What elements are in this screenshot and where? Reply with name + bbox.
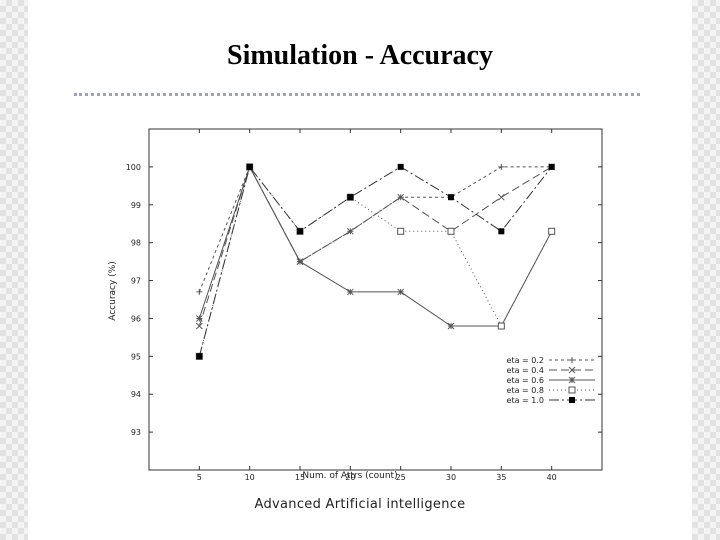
data-series [195, 163, 556, 330]
right-checker-border [692, 0, 720, 540]
legend-label: eta = 0.6 [507, 376, 544, 385]
series-line [198, 165, 553, 357]
y-tick-label: 100 [126, 163, 141, 172]
series-line [198, 165, 553, 327]
chart-svg: 5 10 15 20 25 30 35 40 93 94 95 96 97 98 99 100 eta = 0… [108, 128, 603, 482]
left-checker-border [0, 0, 28, 540]
data-point [196, 353, 203, 360]
y-tick-label: 93 [131, 428, 141, 437]
slide-title: Simulation - Accuracy [227, 40, 493, 71]
series-lines [195, 163, 556, 360]
data-point [497, 193, 505, 201]
x-tick-label: 15 [295, 473, 305, 482]
series-line [198, 165, 552, 327]
legend-label: eta = 0.2 [507, 356, 544, 365]
legend-label: eta = 0.8 [507, 386, 544, 395]
y-axis-label: Accuracy (%) [108, 261, 118, 321]
x-tick-label: 5 [197, 473, 202, 482]
data-point [195, 322, 203, 330]
data-point [397, 288, 405, 296]
data-point [346, 227, 354, 235]
y-tick-label: 95 [131, 352, 141, 361]
data-point [296, 258, 304, 265]
data-point [297, 228, 303, 235]
y-tick-label: 96 [131, 314, 141, 323]
data-point [498, 163, 505, 170]
data-point [397, 163, 404, 170]
data-point [196, 288, 203, 295]
data-point [568, 366, 576, 374]
data-point [447, 322, 455, 330]
data-point [548, 163, 555, 170]
data-point [568, 376, 576, 384]
x-tick-label: 30 [446, 473, 456, 482]
legend-label: eta = 1.0 [507, 396, 544, 405]
data-series [195, 163, 556, 330]
accuracy-chart: 5 10 15 20 25 30 35 40 93 94 95 96 97 98 99 100 eta = 0… [105, 123, 608, 482]
data-point [195, 315, 203, 322]
data-point [397, 227, 405, 235]
x-axis-label: Num. of Attrs (count) [302, 471, 397, 481]
axis-ticks: 5 10 15 20 25 30 35 40 93 94 95 96 97 98 99 100 [126, 129, 602, 482]
data-point [347, 194, 354, 201]
plot-frame [148, 128, 603, 471]
y-tick-label: 94 [131, 390, 141, 399]
data-point [569, 397, 575, 403]
slide-footer: Advanced Artificial intelligence [254, 497, 466, 512]
y-tick-label: 98 [131, 239, 141, 248]
y-tick-label: 97 [131, 277, 141, 286]
y-tick-label: 99 [131, 201, 141, 210]
x-tick-label: 20 [345, 473, 355, 482]
series-line [198, 165, 553, 357]
data-point [498, 228, 505, 235]
x-tick-label: 40 [547, 473, 557, 482]
data-point [447, 227, 455, 235]
data-point [346, 288, 354, 296]
data-series [195, 163, 556, 360]
x-tick-label: 35 [496, 473, 506, 482]
legend-label: eta = 0.4 [507, 366, 544, 375]
data-point [568, 386, 576, 394]
data-series [196, 163, 555, 360]
data-point [548, 227, 556, 235]
data-point [397, 193, 405, 201]
x-tick-label: 10 [245, 473, 255, 482]
x-tick-label: 25 [396, 473, 406, 482]
data-point [246, 163, 253, 170]
data-point [497, 322, 505, 330]
data-point [448, 194, 454, 201]
data-point [569, 357, 575, 363]
title-divider [74, 93, 640, 96]
